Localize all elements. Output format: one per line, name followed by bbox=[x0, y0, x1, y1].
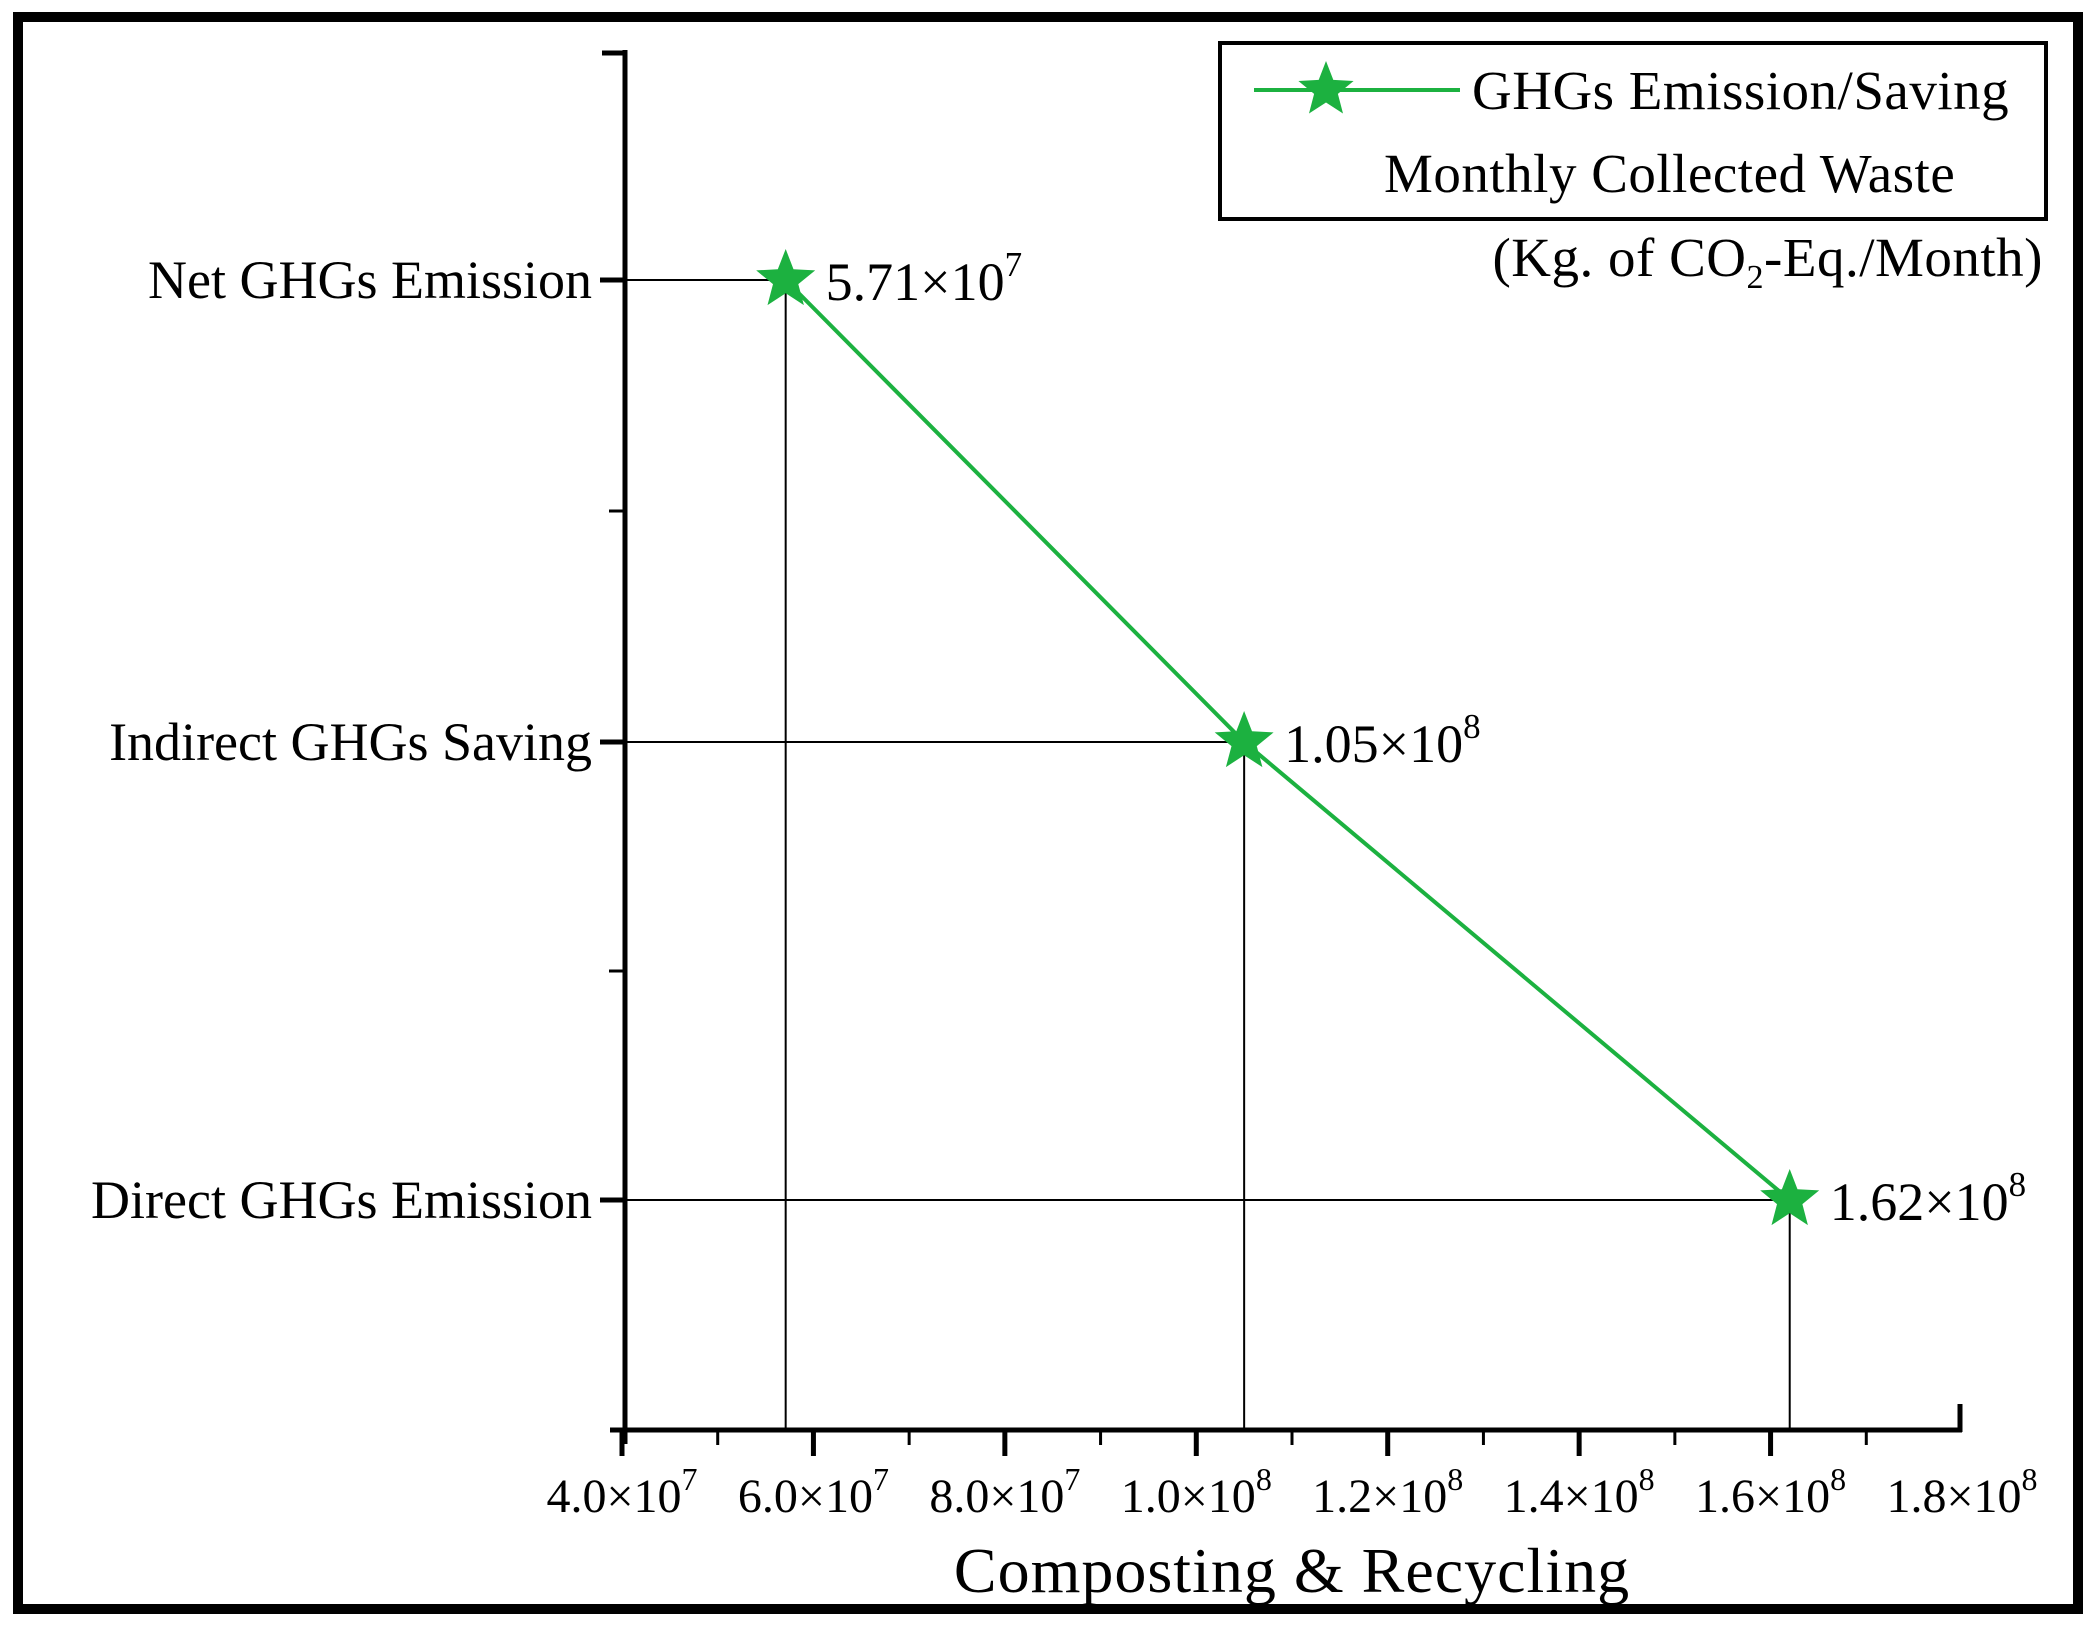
legend-units-subscript: 2 bbox=[1746, 259, 1765, 296]
legend-series-label: GHGs Emission/Saving bbox=[1472, 59, 2010, 121]
x-tick-label: 1.4×108 bbox=[1504, 1461, 1655, 1523]
x-tick-label: 1.8×108 bbox=[1886, 1461, 2037, 1523]
x-tick-label: 4.0×107 bbox=[546, 1461, 697, 1523]
category-label: Net GHGs Emission bbox=[148, 250, 592, 310]
legend-units-label: (Kg. of CO2-Eq./Month) bbox=[1492, 226, 2043, 297]
data-point-star-icon bbox=[756, 249, 816, 306]
category-label: Indirect GHGs Saving bbox=[109, 712, 592, 772]
x-axis-title: Composting & Recycling bbox=[954, 1535, 1630, 1606]
point-value-label: 1.62×108 bbox=[1830, 1165, 2026, 1232]
legend-box: GHGs Emission/Saving Monthly Collected W… bbox=[1218, 41, 2048, 221]
point-value-label: 1.05×108 bbox=[1284, 707, 1480, 774]
x-tick-label: 1.0×108 bbox=[1121, 1461, 1272, 1523]
x-tick-label: 1.2×108 bbox=[1312, 1461, 1463, 1523]
x-tick-label: 8.0×107 bbox=[929, 1461, 1080, 1523]
legend-series-label-line2: Monthly Collected Waste bbox=[1384, 143, 1956, 204]
legend-star-marker-icon bbox=[1254, 61, 1460, 114]
legend-units-prefix: (Kg. of CO bbox=[1492, 227, 1747, 288]
x-tick-label: 6.0×107 bbox=[738, 1461, 889, 1523]
legend-entry: GHGs Emission/Saving bbox=[1222, 45, 2044, 135]
x-tick-label: 1.6×108 bbox=[1695, 1461, 1846, 1523]
legend-star-icon bbox=[1298, 61, 1354, 114]
category-label: Direct GHGs Emission bbox=[91, 1170, 592, 1230]
point-value-label: 5.71×107 bbox=[826, 245, 1022, 312]
data-point-star-icon bbox=[1760, 1169, 1820, 1226]
data-point-star-icon bbox=[1214, 711, 1274, 768]
legend-units-suffix: -Eq./Month) bbox=[1764, 227, 2043, 288]
